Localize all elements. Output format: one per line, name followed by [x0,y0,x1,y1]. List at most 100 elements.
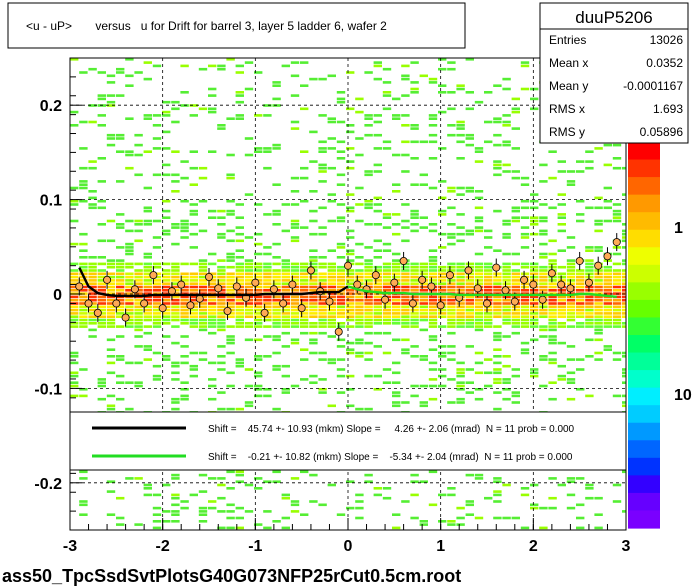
heatmap-cell [594,275,603,279]
heatmap-cell [511,147,520,150]
heatmap-cell [548,381,557,384]
heatmap-cell [465,275,474,279]
heatmap-cell [502,114,511,117]
heatmap-cell [566,236,576,239]
heatmap-cell [189,150,198,153]
heatmap-cell [401,338,410,342]
heatmap-cell [97,157,106,160]
heatmap-cell [79,388,88,391]
heatmap-cell [116,180,125,183]
heatmap-cell [318,256,327,259]
heatmap-cell [327,292,336,295]
heatmap-cell [346,130,355,134]
heatmap-cell [97,285,106,289]
heatmap-cell [208,378,217,381]
heatmap-cell [438,285,447,289]
heatmap-cell [456,322,465,325]
heatmap-cell [484,285,493,289]
heatmap-cell [70,275,79,279]
heatmap-cell [511,219,520,223]
heatmap-cell [382,94,392,97]
heatmap-cell [162,318,171,322]
heatmap-cell [106,298,116,302]
heatmap-cell [208,298,217,302]
heatmap-cell [235,295,244,299]
heatmap-cell [244,236,254,239]
heatmap-cell [585,160,594,163]
stats-entries-value: 13026 [650,33,684,47]
heatmap-cell [520,226,530,229]
heatmap-cell [272,269,281,272]
heatmap-cell [70,219,79,223]
heatmap-cell [392,381,401,384]
heatmap-cell [143,206,152,210]
heatmap-cell [539,272,548,276]
heatmap-cell [180,318,189,322]
heatmap-cell [318,331,327,335]
heatmap-cell [530,483,539,487]
heatmap-cell [171,520,180,523]
heatmap-cell [622,193,626,196]
heatmap-cell [162,285,171,289]
heatmap-cell [290,190,300,193]
heatmap-cell [106,285,116,289]
heatmap-cell [447,269,456,272]
heatmap-cell [576,312,585,315]
heatmap-cell [125,275,134,279]
heatmap-cell [106,100,116,104]
heatmap-cell [474,295,484,299]
heatmap-cell [484,496,493,500]
heatmap-cell [79,262,88,266]
heatmap-cell [548,298,557,302]
heatmap-cell [401,500,410,503]
heatmap-cell [612,275,622,279]
heatmap-cell [419,308,428,312]
heatmap-cell [401,64,410,68]
heatmap-cell [70,285,79,289]
heatmap-cell [300,312,309,315]
heatmap-cell [364,170,373,173]
heatmap-cell [244,289,254,292]
heatmap-cell [364,71,373,74]
heatmap-cell [493,407,502,411]
heatmap-cell [217,368,226,371]
heatmap-cell [594,322,603,325]
heatmap-cell [208,295,217,299]
heatmap-cell [419,289,428,292]
heatmap-cell [539,312,548,315]
heatmap-cell [566,269,576,272]
heatmap-cell [493,120,502,124]
heatmap-cell [502,77,511,81]
heatmap-cell [493,279,502,282]
heatmap-cell [70,199,79,203]
heatmap-cell [373,133,382,137]
heatmap-cell [438,308,447,312]
heatmap-cell [88,279,97,282]
heatmap-cell [235,302,244,305]
heatmap-cell [116,374,125,378]
heatmap-cell [511,216,520,219]
heatmap-cell [576,285,585,289]
heatmap-cell [143,292,152,295]
heatmap-cell [401,226,410,229]
heatmap-cell [392,213,401,216]
heatmap-cell [318,232,327,236]
heatmap-cell [327,308,336,312]
heatmap-cell [355,110,364,114]
heatmap-cell [198,506,208,510]
heatmap-cell [97,384,106,388]
heatmap-cell [484,262,493,266]
heatmap-cell [612,483,622,487]
heatmap-cell [594,219,603,223]
heatmap-cell [226,252,235,256]
heatmap-cell [281,493,290,497]
heatmap-cell [438,315,447,318]
heatmap-cell [346,351,355,355]
heatmap-cell [603,219,612,223]
heatmap-cell [88,335,97,338]
heatmap-cell [97,397,106,401]
heatmap-cell [493,143,502,147]
heatmap-cell [612,285,622,289]
heatmap-cell [502,364,511,368]
heatmap-cell [382,140,392,144]
